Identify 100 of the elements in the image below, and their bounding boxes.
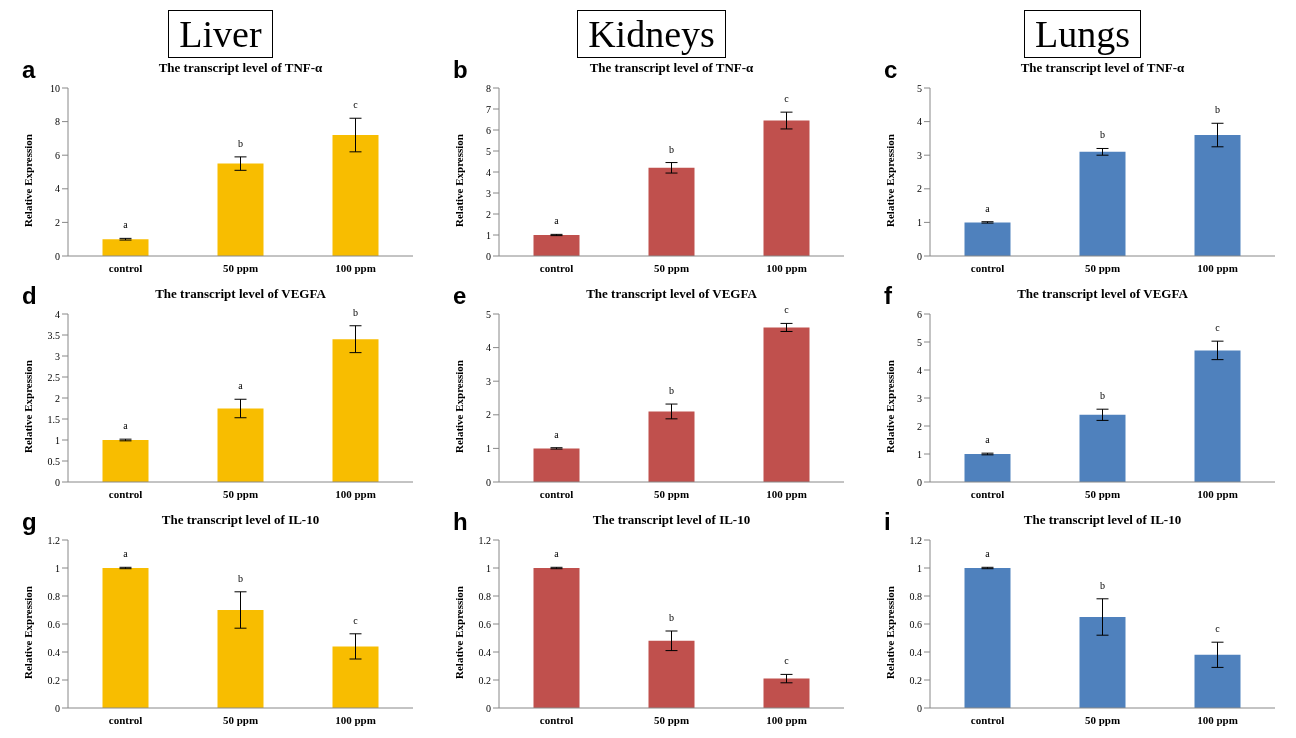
bar — [763, 678, 810, 708]
y-tick-label: 2 — [917, 420, 922, 432]
y-tick-label: 0 — [486, 702, 491, 714]
y-axis-title: Relative Expression — [883, 360, 896, 453]
y-tick-label: 8 — [486, 82, 491, 94]
text: h — [453, 508, 468, 536]
bar — [763, 120, 810, 256]
x-tick-label: control — [539, 487, 574, 500]
x-tick-label: control — [539, 713, 574, 726]
x-tick-label: 50 ppm — [653, 487, 690, 500]
data-label: c — [784, 655, 790, 667]
y-tick-label: 2.5 — [47, 371, 60, 383]
y-tick-label: 1 — [917, 216, 922, 228]
y-tick-label: 4 — [486, 166, 491, 178]
x-tick-label: control — [108, 261, 143, 274]
bar — [332, 339, 379, 482]
bar — [1194, 135, 1241, 256]
y-tick-label: 0.2 — [909, 674, 922, 686]
data-label: a — [985, 548, 991, 560]
y-tick-label: 6 — [917, 308, 922, 320]
chart-title: The transcript level of IL-10 — [592, 512, 751, 527]
y-axis-title: Relative Expression — [452, 586, 465, 679]
text: g — [22, 508, 37, 536]
x-tick-label: 50 ppm — [222, 713, 259, 726]
x-tick-label: control — [970, 487, 1005, 500]
x-tick-label: 100 ppm — [1197, 713, 1238, 726]
bar — [533, 235, 580, 256]
data-label: c — [1215, 322, 1221, 334]
data-label: b — [1215, 104, 1220, 116]
bar — [332, 646, 379, 708]
y-tick-label: 1 — [486, 562, 491, 574]
x-tick-label: control — [539, 261, 574, 274]
x-tick-label: control — [970, 713, 1005, 726]
y-tick-label: 5 — [486, 308, 491, 320]
x-tick-label: control — [970, 261, 1005, 274]
y-tick-label: 0.8 — [47, 590, 60, 602]
y-tick-label: 2 — [55, 392, 60, 404]
y-tick-label: 3.5 — [47, 329, 60, 341]
y-tick-label: 2 — [55, 216, 60, 228]
y-axis-title: Relative Expression — [21, 134, 34, 227]
y-tick-label: 0.4 — [478, 646, 491, 658]
bar — [648, 640, 695, 708]
x-tick-label: 50 ppm — [222, 261, 259, 274]
chart-title: The transcript level of TNF-α — [1020, 60, 1185, 75]
y-tick-label: 1 — [55, 434, 60, 446]
y-tick-label: 8 — [55, 116, 60, 128]
y-tick-label: 7 — [486, 103, 491, 115]
bar — [648, 167, 695, 256]
y-tick-label: 1.2 — [909, 534, 922, 546]
text: a — [22, 56, 36, 84]
y-tick-label: 0.4 — [47, 646, 60, 658]
data-label: a — [554, 215, 560, 227]
text: d — [22, 282, 37, 310]
data-label: c — [784, 304, 790, 316]
y-tick-label: 0.2 — [47, 674, 60, 686]
data-label: a — [554, 548, 560, 560]
y-tick-label: 0 — [917, 250, 922, 262]
y-tick-label: 0 — [55, 250, 60, 262]
y-tick-label: 0.2 — [478, 674, 491, 686]
bar — [217, 163, 264, 256]
y-tick-label: 0.6 — [47, 618, 60, 630]
y-tick-label: 2 — [917, 183, 922, 195]
y-axis-title: Relative Expression — [21, 360, 34, 453]
y-tick-label: 10 — [50, 82, 60, 94]
text: e — [453, 282, 467, 310]
bar — [763, 327, 810, 482]
y-tick-label: 0.6 — [909, 618, 922, 630]
y-tick-label: 0 — [486, 476, 491, 488]
y-axis-title: Relative Expression — [452, 360, 465, 453]
y-tick-label: 0 — [917, 702, 922, 714]
chart-title: The transcript level of TNF-α — [158, 60, 323, 75]
x-tick-label: 50 ppm — [1084, 261, 1121, 274]
x-tick-label: 100 ppm — [335, 261, 376, 274]
data-label: b — [669, 143, 674, 155]
x-tick-label: 50 ppm — [653, 261, 690, 274]
text: i — [884, 508, 891, 536]
y-axis-title: Relative Expression — [21, 586, 34, 679]
y-tick-label: 1.2 — [47, 534, 60, 546]
y-tick-label: 0 — [917, 476, 922, 488]
bar — [1194, 654, 1241, 708]
y-tick-label: 2 — [486, 409, 491, 421]
bar — [102, 239, 149, 256]
data-label: b — [353, 306, 358, 318]
x-tick-label: 50 ppm — [1084, 487, 1121, 500]
text: Liver — [168, 10, 273, 58]
y-tick-label: 3 — [917, 149, 922, 161]
y-tick-label: 4 — [55, 308, 60, 320]
y-tick-label: 1 — [486, 442, 491, 454]
chart-title: The transcript level of VEGFA — [155, 286, 326, 301]
y-tick-label: 3 — [55, 350, 60, 362]
bar — [217, 408, 264, 482]
y-tick-label: 1.5 — [47, 413, 60, 425]
data-label: c — [1215, 623, 1221, 635]
y-tick-label: 1 — [917, 448, 922, 460]
y-tick-label: 4 — [486, 342, 491, 354]
x-tick-label: 100 ppm — [766, 487, 807, 500]
y-tick-label: 4 — [917, 116, 922, 128]
y-tick-label: 4 — [55, 183, 60, 195]
y-tick-label: 6 — [55, 149, 60, 161]
data-label: a — [123, 420, 129, 432]
